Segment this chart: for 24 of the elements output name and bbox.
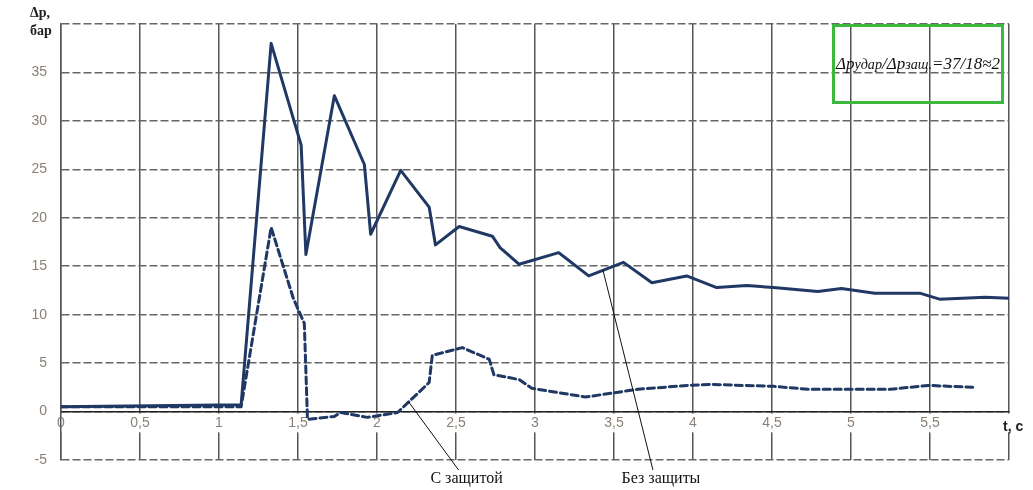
x-axis-title: t, с [1003, 418, 1024, 435]
y-tick-label: 0 [39, 402, 48, 419]
y-tick-label: 25 [31, 160, 48, 177]
y-tick-label: 5 [39, 353, 48, 370]
y-tick-label: 30 [31, 111, 48, 128]
x-tick-label: 2,5 [446, 413, 466, 430]
y-tick-label: 20 [31, 208, 48, 225]
y-tick-label: 15 [31, 257, 48, 274]
y-axis-title: Δp, бар [30, 4, 53, 40]
annotation: Без защиты [621, 469, 701, 488]
x-tick-label: 1 [215, 413, 224, 430]
annotation: С защитой [430, 469, 504, 488]
x-tick-label: 4 [689, 413, 698, 430]
x-tick-label: 3 [531, 413, 540, 430]
x-tick-label: 0,5 [130, 413, 150, 430]
x-tick-label: 5 [847, 413, 856, 430]
x-tick-label: 2 [373, 413, 382, 430]
x-tick-label: 5,5 [920, 413, 940, 430]
y-tick-label: 35 [31, 63, 48, 80]
x-tick-label: 1,5 [288, 413, 308, 430]
y-tick-label: -5 [34, 450, 48, 467]
x-tick-label: 3,5 [604, 413, 624, 430]
y-tick-label: 10 [31, 305, 48, 322]
x-tick-label: 4,5 [762, 413, 782, 430]
